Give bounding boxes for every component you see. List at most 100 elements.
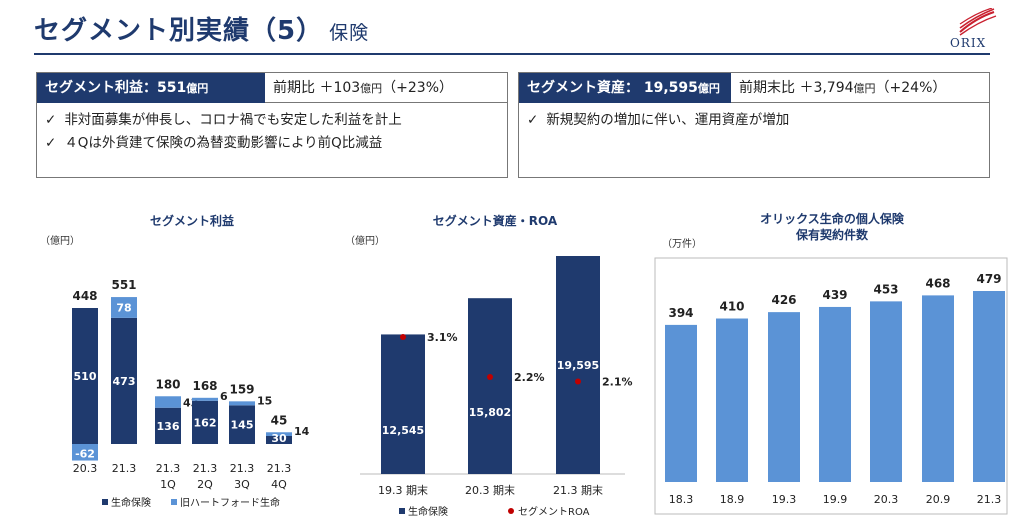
chart3-bar [768,312,800,482]
chart1-bar-life [72,308,98,444]
chart2-x-tick: 20.3 期末 [465,483,515,497]
chart3-title: オリックス生命の個人保険 [760,211,905,226]
chart1-label-life: 510 [74,370,97,383]
title-underline [34,53,990,55]
chart2-roa-label: 2.2% [514,371,545,384]
chart3-value-label: 426 [771,293,796,307]
chart1-bar-hartford [192,397,218,401]
chart1-legend-swatch-hartford [171,499,177,505]
chart3-value-label: 468 [925,276,950,290]
chart3-frame [654,257,1008,515]
chart2-legend-swatch-life [399,508,405,514]
chart1-x-tick: 21.3 [230,462,255,475]
chart1-label-life: 162 [194,416,217,429]
chart1-label-hartford: 6 [220,390,228,403]
segment-profit-label: セグメント利益：551億円 [37,73,265,103]
chart3-value-label: 453 [873,282,898,296]
chart1-bar-life [192,400,218,444]
chart1-bar-hartford [111,297,137,318]
chart3-title-line2: 保有契約件数 [795,227,869,242]
chart1-total-label: 180 [155,377,180,391]
chart1-total-label: 168 [192,379,217,393]
chart3-x-tick: 18.9 [720,493,745,506]
chart2-title: セグメント資産・ROA [433,213,558,228]
chart1-x-tick: 2Q [197,478,213,491]
segment-profit-bullets: 非対面募集が伸長し、コロナ禍でも安定した利益を計上 ４Qは外貨建て保険の為替変動… [45,109,402,155]
chart1-label-hartford: 78 [116,301,131,314]
chart2-legend-life: 生命保険 [408,505,448,518]
chart3-bar [870,301,902,482]
chart1-label-life: 30 [271,432,287,445]
bullet-item: 新規契約の増加に伴い、運用資産が増加 [527,109,789,132]
chart2-value-label: 15,802 [469,406,511,419]
chart1-legend-life: 生命保険 [111,496,151,509]
chart3-bar [973,291,1005,482]
chart2-legend-swatch-roa [508,508,514,514]
chart1-bar-life [266,436,292,444]
chart1-label-hartford: 15 [257,394,272,407]
page-subtitle: 保険 [329,22,370,44]
chart1-x-tick: 21.3 [267,462,292,475]
chart2-bar-assets [556,256,600,474]
chart2-value-label: 19,595 [557,359,599,372]
chart2-unit-label: （億円） [345,234,385,247]
chart2-roa-point [487,374,493,380]
segment-assets-compare: 前期末比 ＋3,794億円（+24%） [731,73,989,103]
chart3-x-tick: 21.3 [977,493,1002,506]
chart1-legend-swatch-life [102,499,108,505]
chart2-roa-point [400,334,406,340]
chart1-label-life: 145 [231,419,254,432]
chart3-x-tick: 19.9 [823,493,848,506]
page-title-main: セグメント別実績（5） [34,16,324,46]
chart1-label-life: 136 [157,420,180,433]
chart3-bar [716,318,748,482]
chart1-total-label: 45 [271,413,288,427]
chart1-x-tick: 21.3 [112,462,137,475]
chart1-legend-hartford: 旧ハートフォード生命 [180,496,280,509]
chart1-x-tick: 21.3 [156,462,181,475]
chart1-total-label: 448 [72,289,97,303]
chart3-x-tick: 20.9 [926,493,951,506]
chart3-x-tick: 18.3 [669,493,694,506]
chart1-x-tick: 21.3 [193,462,218,475]
segment-profit-summary: セグメント利益：551億円 前期比 ＋103億円（+23%） 非対面募集が伸長し… [36,72,508,178]
chart1-x-tick: 1Q [160,478,176,491]
chart1-x-tick: 3Q [234,478,250,491]
chart3-bar [665,324,697,482]
chart1-label-life: 473 [113,375,136,388]
segment-assets-summary: セグメント資産： 19,595億円 前期末比 ＋3,794億円（+24%） 新規… [518,72,990,178]
chart3-unit-label: （万件） [662,238,702,250]
chart1-x-tick: 20.3 [73,462,98,475]
chart1-bar-hartford [229,401,255,406]
chart1-title: セグメント利益 [150,213,234,228]
segment-assets-bullets: 新規契約の増加に伴い、運用資産が増加 [527,109,789,132]
chart1-total-label: 551 [111,278,136,292]
bullet-item: 非対面募集が伸長し、コロナ禍でも安定した利益を計上 [45,109,402,132]
chart2-bar-assets [468,298,512,474]
chart2-roa-label: 2.1% [602,375,633,388]
chart1-bar-hartford [155,396,181,408]
chart2-value-label: 12,545 [382,424,424,437]
chart2-roa-point [575,378,581,385]
chart3-value-label: 394 [668,306,693,320]
chart3-x-tick: 20.3 [874,493,899,506]
chart1-bar-life [111,317,137,444]
chart1-bar-life [155,407,181,444]
chart1-unit-label: （億円） [40,234,80,247]
chart2-legend-roa: セグメントROA [518,505,590,518]
chart1-total-label: 159 [229,382,254,396]
chart2-bar-assets [381,334,425,474]
bullet-item: ４Qは外貨建て保険の為替変動影響により前Q比減益 [45,132,402,155]
chart3-value-label: 479 [976,272,1001,286]
page-title: セグメント別実績（5） 保険 [34,10,369,47]
chart1-label-hartford: 14 [294,425,310,438]
chart3-x-tick: 19.3 [772,493,797,506]
orix-logo-icon [959,8,997,36]
segment-profit-compare: 前期比 ＋103億円（+23%） [265,73,507,103]
chart2-x-tick: 19.3 期末 [378,483,428,497]
chart1-label-hartford: -62 [75,447,95,460]
orix-logo-text: ORIX [950,36,987,50]
chart3-bar [922,295,954,482]
chart1-bar-hartford [266,432,292,436]
